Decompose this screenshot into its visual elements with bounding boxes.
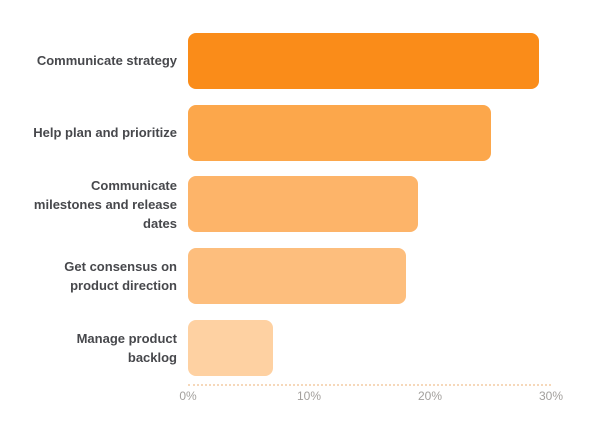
- category-label: Get consensus on product direction: [64, 258, 177, 293]
- chart-row: Communicate milestones and release dates: [0, 168, 600, 240]
- bar-area: [188, 104, 551, 161]
- chart-row: Get consensus on product direction: [0, 240, 600, 312]
- bar-area: [188, 247, 551, 304]
- x-tick-label: 10%: [296, 389, 322, 403]
- x-axis: 0% 10% 20% 30%: [179, 384, 563, 408]
- bar-4: [188, 247, 406, 304]
- bar-1: [188, 32, 539, 89]
- chart-row: Help plan and prioritize: [0, 97, 600, 169]
- bar-rows: Communicate strategy Help plan and priori…: [0, 25, 600, 383]
- x-axis-line: [188, 384, 551, 386]
- x-tick-label: 20%: [417, 389, 443, 403]
- bar-3: [188, 176, 418, 233]
- chart-row: Communicate strategy: [0, 25, 600, 97]
- bar-area: [188, 32, 551, 89]
- category-label: Manage product backlog: [76, 330, 177, 365]
- bar-5: [188, 319, 273, 376]
- category-label: Communicate strategy: [36, 53, 177, 69]
- x-tick-label: 30%: [538, 389, 564, 403]
- bar-area: [188, 319, 551, 376]
- chart-row: Manage product backlog: [0, 312, 600, 384]
- bar-area: [188, 176, 551, 233]
- category-label: Communicate milestones and release dates: [33, 177, 177, 231]
- x-tick-label: 0%: [179, 389, 197, 403]
- category-label: Help plan and prioritize: [33, 125, 177, 141]
- bar-2: [188, 104, 491, 161]
